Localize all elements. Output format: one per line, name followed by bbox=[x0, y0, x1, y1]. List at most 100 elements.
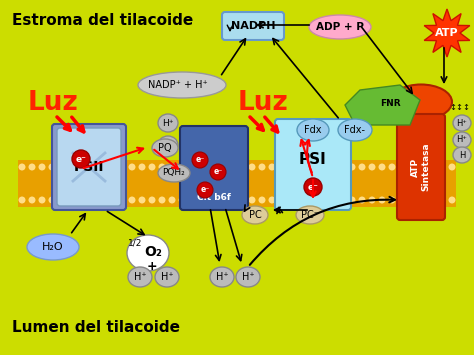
Circle shape bbox=[48, 197, 55, 203]
Circle shape bbox=[289, 197, 295, 203]
Circle shape bbox=[328, 164, 336, 170]
Circle shape bbox=[338, 197, 346, 203]
Circle shape bbox=[304, 178, 322, 196]
FancyBboxPatch shape bbox=[275, 119, 351, 210]
Circle shape bbox=[238, 197, 246, 203]
Circle shape bbox=[199, 164, 206, 170]
Circle shape bbox=[197, 182, 213, 198]
Ellipse shape bbox=[309, 15, 371, 39]
Text: H⁺: H⁺ bbox=[161, 272, 173, 282]
Circle shape bbox=[38, 197, 46, 203]
Circle shape bbox=[158, 164, 165, 170]
FancyBboxPatch shape bbox=[180, 126, 248, 210]
Text: e⁻: e⁻ bbox=[201, 186, 210, 195]
Ellipse shape bbox=[453, 132, 471, 148]
Text: Estroma del tilacoide: Estroma del tilacoide bbox=[12, 13, 193, 28]
Circle shape bbox=[28, 164, 36, 170]
Text: Fdx: Fdx bbox=[304, 125, 322, 135]
Text: H⁺: H⁺ bbox=[216, 272, 228, 282]
Circle shape bbox=[309, 197, 316, 203]
Text: Luz: Luz bbox=[28, 90, 79, 116]
Ellipse shape bbox=[453, 147, 471, 163]
Circle shape bbox=[148, 197, 155, 203]
Circle shape bbox=[348, 164, 356, 170]
FancyBboxPatch shape bbox=[52, 124, 126, 210]
Text: PQH₂: PQH₂ bbox=[163, 169, 185, 178]
Circle shape bbox=[69, 197, 75, 203]
Circle shape bbox=[428, 164, 436, 170]
Circle shape bbox=[368, 197, 375, 203]
Circle shape bbox=[268, 197, 275, 203]
Circle shape bbox=[209, 197, 216, 203]
Text: H⁺: H⁺ bbox=[456, 119, 467, 127]
Circle shape bbox=[168, 164, 175, 170]
Circle shape bbox=[299, 197, 306, 203]
Circle shape bbox=[179, 164, 185, 170]
Circle shape bbox=[28, 197, 36, 203]
Text: H⁺: H⁺ bbox=[456, 136, 467, 144]
Circle shape bbox=[138, 164, 146, 170]
Text: H⁺: H⁺ bbox=[242, 272, 255, 282]
Text: e⁻: e⁻ bbox=[308, 182, 319, 191]
Circle shape bbox=[409, 164, 416, 170]
Circle shape bbox=[219, 197, 226, 203]
Circle shape bbox=[358, 164, 365, 170]
Circle shape bbox=[358, 197, 365, 203]
Circle shape bbox=[319, 197, 326, 203]
Circle shape bbox=[18, 197, 26, 203]
Circle shape bbox=[399, 164, 405, 170]
Text: NADPH: NADPH bbox=[231, 21, 275, 31]
Circle shape bbox=[79, 197, 85, 203]
Circle shape bbox=[419, 197, 426, 203]
Ellipse shape bbox=[390, 84, 452, 120]
Text: ATP
Sintetasa: ATP Sintetasa bbox=[411, 143, 431, 191]
Text: FNR: FNR bbox=[380, 98, 401, 108]
Circle shape bbox=[118, 164, 126, 170]
Ellipse shape bbox=[242, 206, 268, 224]
Text: PSII: PSII bbox=[74, 160, 104, 174]
Circle shape bbox=[99, 164, 106, 170]
Circle shape bbox=[99, 197, 106, 203]
Text: H⁺: H⁺ bbox=[134, 272, 146, 282]
Text: Luz: Luz bbox=[238, 90, 289, 116]
Ellipse shape bbox=[338, 119, 372, 141]
Circle shape bbox=[48, 164, 55, 170]
Circle shape bbox=[279, 197, 285, 203]
FancyBboxPatch shape bbox=[397, 114, 445, 220]
Circle shape bbox=[179, 197, 185, 203]
Circle shape bbox=[419, 164, 426, 170]
Circle shape bbox=[210, 164, 226, 180]
Circle shape bbox=[289, 164, 295, 170]
Circle shape bbox=[58, 164, 65, 170]
Ellipse shape bbox=[158, 136, 178, 154]
Text: H₂O: H₂O bbox=[42, 242, 64, 252]
Ellipse shape bbox=[236, 267, 260, 287]
Bar bbox=[18, 160, 456, 207]
Ellipse shape bbox=[27, 234, 79, 260]
Circle shape bbox=[168, 197, 175, 203]
Text: PQ: PQ bbox=[158, 143, 172, 153]
Text: O₂: O₂ bbox=[144, 245, 162, 259]
Circle shape bbox=[58, 197, 65, 203]
Text: e⁻: e⁻ bbox=[75, 154, 86, 164]
Ellipse shape bbox=[297, 119, 329, 141]
Circle shape bbox=[89, 164, 95, 170]
Text: e⁻: e⁻ bbox=[213, 168, 223, 176]
Ellipse shape bbox=[296, 206, 324, 224]
Text: +: + bbox=[146, 261, 157, 273]
Circle shape bbox=[299, 164, 306, 170]
Circle shape bbox=[368, 164, 375, 170]
Circle shape bbox=[389, 197, 395, 203]
Circle shape bbox=[438, 164, 446, 170]
Circle shape bbox=[189, 197, 195, 203]
Text: Cit b6f: Cit b6f bbox=[197, 192, 231, 202]
Text: PSI: PSI bbox=[299, 153, 327, 168]
Circle shape bbox=[128, 197, 136, 203]
Text: ADP + P: ADP + P bbox=[316, 22, 364, 32]
Text: PC⁻: PC⁻ bbox=[301, 210, 319, 220]
Circle shape bbox=[238, 164, 246, 170]
Circle shape bbox=[219, 164, 226, 170]
Circle shape bbox=[248, 164, 255, 170]
Circle shape bbox=[389, 164, 395, 170]
Circle shape bbox=[448, 197, 456, 203]
